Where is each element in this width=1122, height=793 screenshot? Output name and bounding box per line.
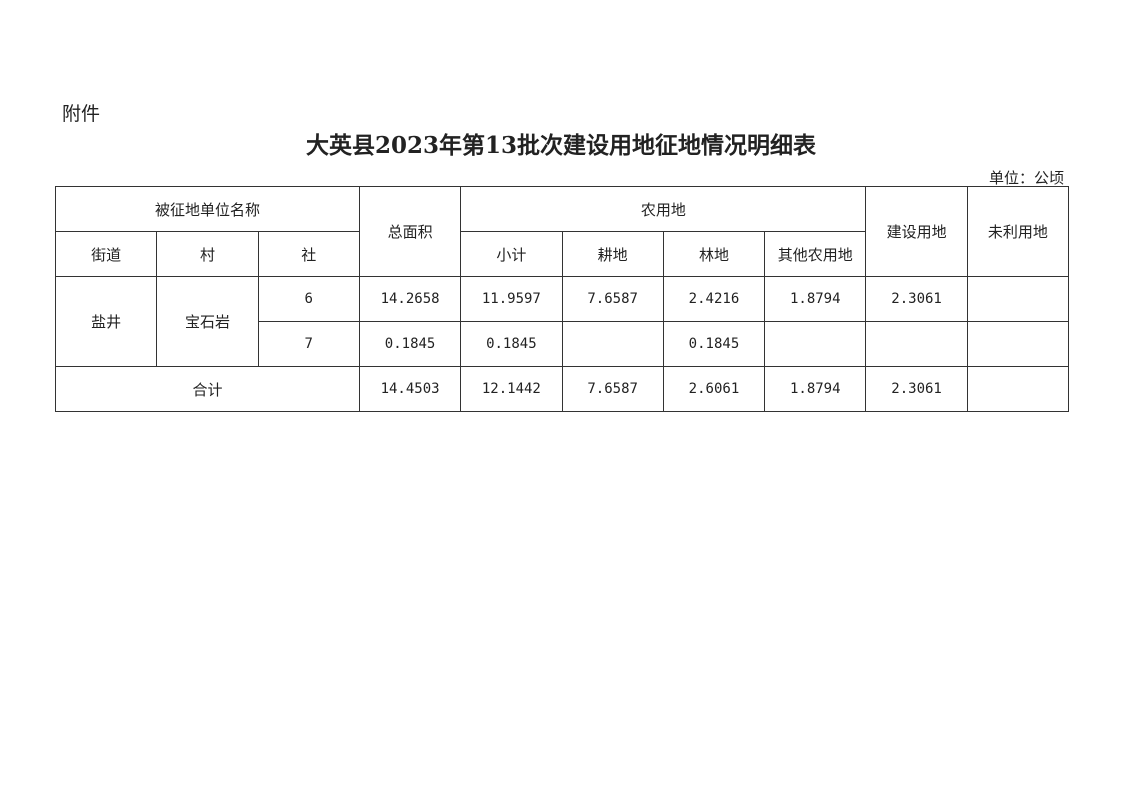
total-area-cell: 0.1845 bbox=[358, 321, 462, 367]
table-row: 盐井 宝石岩 6 14.2658 11.9597 7.6587 2.4216 1… bbox=[54, 276, 1070, 367]
header-unit-name: 被征地单位名称 bbox=[55, 186, 360, 232]
total-area-cell: 14.2658 bbox=[358, 276, 462, 322]
cultivated-cell: 7.6587 bbox=[561, 276, 664, 322]
community-cell: 6 bbox=[257, 276, 360, 322]
other-agricultural-cell bbox=[764, 321, 867, 367]
forest-cell: 2.6061 bbox=[662, 366, 766, 412]
cultivated-cell bbox=[561, 321, 664, 367]
header-other-agricultural: 其他农用地 bbox=[764, 231, 867, 277]
subtotal-cell: 0.1845 bbox=[460, 321, 563, 367]
subheader-row: 街道 村 社 小计 耕地 林地 其他农用地 bbox=[54, 231, 1069, 277]
header-street: 街道 bbox=[54, 231, 158, 277]
table-row: 7 0.1845 0.1845 0.1845 bbox=[56, 321, 1070, 367]
header-row: 被征地单位名称 总面积 农用地 建设用地 未利用地 bbox=[55, 186, 1070, 277]
street-cell: 盐井 bbox=[54, 276, 158, 367]
unused-cell bbox=[966, 366, 1070, 412]
forest-cell: 0.1845 bbox=[662, 321, 766, 367]
header-community: 社 bbox=[257, 231, 360, 277]
community-cell: 7 bbox=[257, 321, 360, 367]
total-area-cell: 14.4503 bbox=[358, 366, 462, 412]
header-total-area: 总面积 bbox=[358, 186, 462, 277]
subtotal-cell: 11.9597 bbox=[460, 276, 563, 322]
land-acquisition-table: 被征地单位名称 总面积 农用地 建设用地 未利用地 街道 村 社 小计 耕地 林… bbox=[54, 186, 1070, 412]
total-label: 合计 bbox=[55, 366, 360, 412]
attachment-label: 附件 bbox=[62, 103, 101, 125]
page-title: 大英县2023年第13批次建设用地征地情况明细表 bbox=[305, 132, 817, 159]
village-cell: 宝石岩 bbox=[156, 276, 259, 367]
unit-label: 单位：公顷 bbox=[988, 169, 1064, 187]
construction-cell: 2.3061 bbox=[865, 276, 968, 322]
subtotal-cell: 12.1442 bbox=[460, 366, 563, 412]
other-agricultural-cell: 1.8794 bbox=[764, 276, 867, 322]
unused-cell bbox=[966, 276, 1070, 322]
header-agricultural: 农用地 bbox=[460, 186, 867, 232]
other-agricultural-cell: 1.8794 bbox=[764, 366, 867, 412]
total-row: 合计 14.4503 12.1442 7.6587 2.6061 1.8794 … bbox=[55, 366, 1070, 412]
cultivated-cell: 7.6587 bbox=[561, 366, 664, 412]
header-village: 村 bbox=[156, 231, 259, 277]
construction-cell bbox=[865, 321, 968, 367]
header-cultivated: 耕地 bbox=[561, 231, 664, 277]
unused-cell bbox=[966, 321, 1070, 367]
construction-cell: 2.3061 bbox=[865, 366, 968, 412]
header-subtotal: 小计 bbox=[460, 231, 563, 277]
header-unused: 未利用地 bbox=[966, 186, 1070, 277]
header-forest: 林地 bbox=[662, 231, 766, 277]
forest-cell: 2.4216 bbox=[662, 276, 766, 322]
header-construction: 建设用地 bbox=[865, 186, 968, 277]
